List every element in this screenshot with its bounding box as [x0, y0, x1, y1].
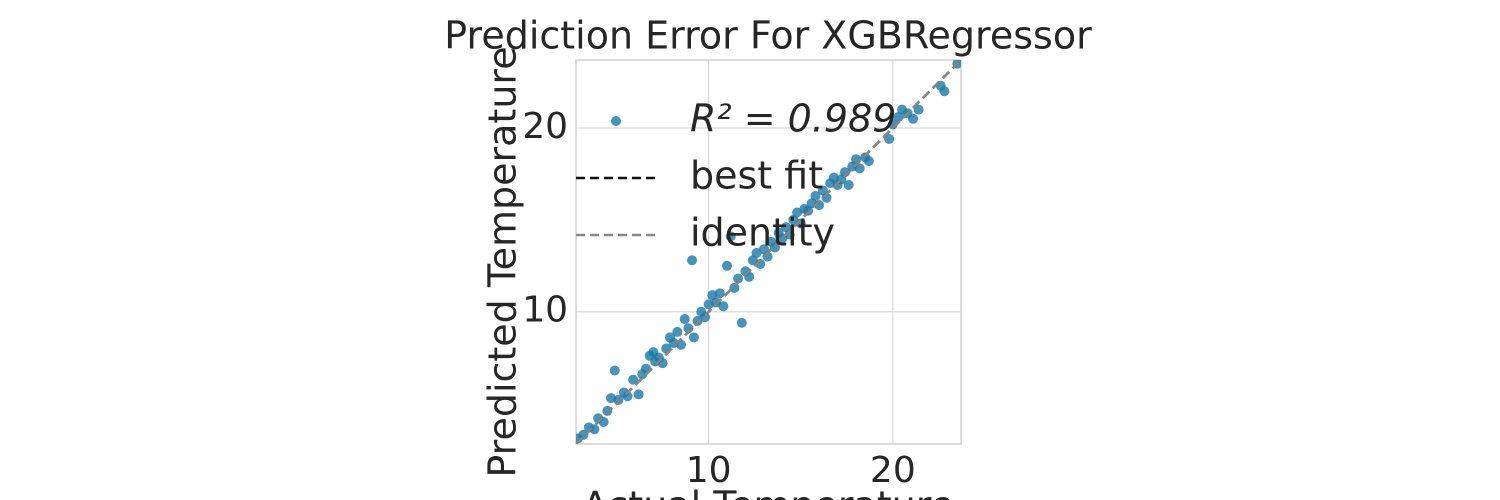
data-point [884, 134, 895, 145]
legend-label: identity [690, 211, 835, 255]
data-point [688, 332, 699, 343]
data-point [602, 405, 613, 416]
data-point [613, 394, 624, 405]
data-point [854, 163, 865, 174]
data-point [699, 312, 710, 323]
x-axis-label: Actual Temperature [582, 484, 954, 500]
y-tick-label: 20 [522, 106, 568, 147]
data-point [751, 247, 762, 258]
legend-marker [611, 116, 621, 126]
data-point [863, 156, 874, 167]
data-point [729, 282, 740, 293]
data-point [711, 297, 721, 308]
chart-title: Prediction Error For XGBRegressor [444, 14, 1092, 58]
data-point [939, 86, 950, 97]
data-point [672, 326, 683, 337]
data-point [843, 179, 854, 190]
data-point [679, 314, 690, 325]
data-point [736, 317, 747, 328]
data-point [578, 429, 589, 440]
data-point [769, 242, 780, 253]
fit-line [576, 60, 961, 444]
data-point [792, 207, 803, 218]
x-tick-label: 10 [686, 450, 732, 491]
data-point [633, 389, 644, 400]
plot-frame [575, 59, 962, 445]
x-tick-label: 20 [870, 450, 916, 491]
data-point [589, 424, 600, 435]
data-point [687, 255, 698, 266]
data-point [722, 260, 733, 271]
legend-label: R² = 0.989 [690, 97, 896, 141]
data-point [908, 113, 919, 124]
data-point [714, 288, 725, 299]
data-point [718, 301, 729, 312]
data-point [609, 365, 620, 376]
data-point [628, 374, 639, 385]
data-point [692, 315, 703, 326]
data-point [725, 231, 736, 242]
data-point [913, 104, 924, 115]
y-tick-label: 10 [522, 290, 568, 331]
legend-label: best fit [690, 154, 823, 198]
data-point [810, 190, 821, 201]
y-axis-label: Predicted Temperature [481, 46, 525, 477]
